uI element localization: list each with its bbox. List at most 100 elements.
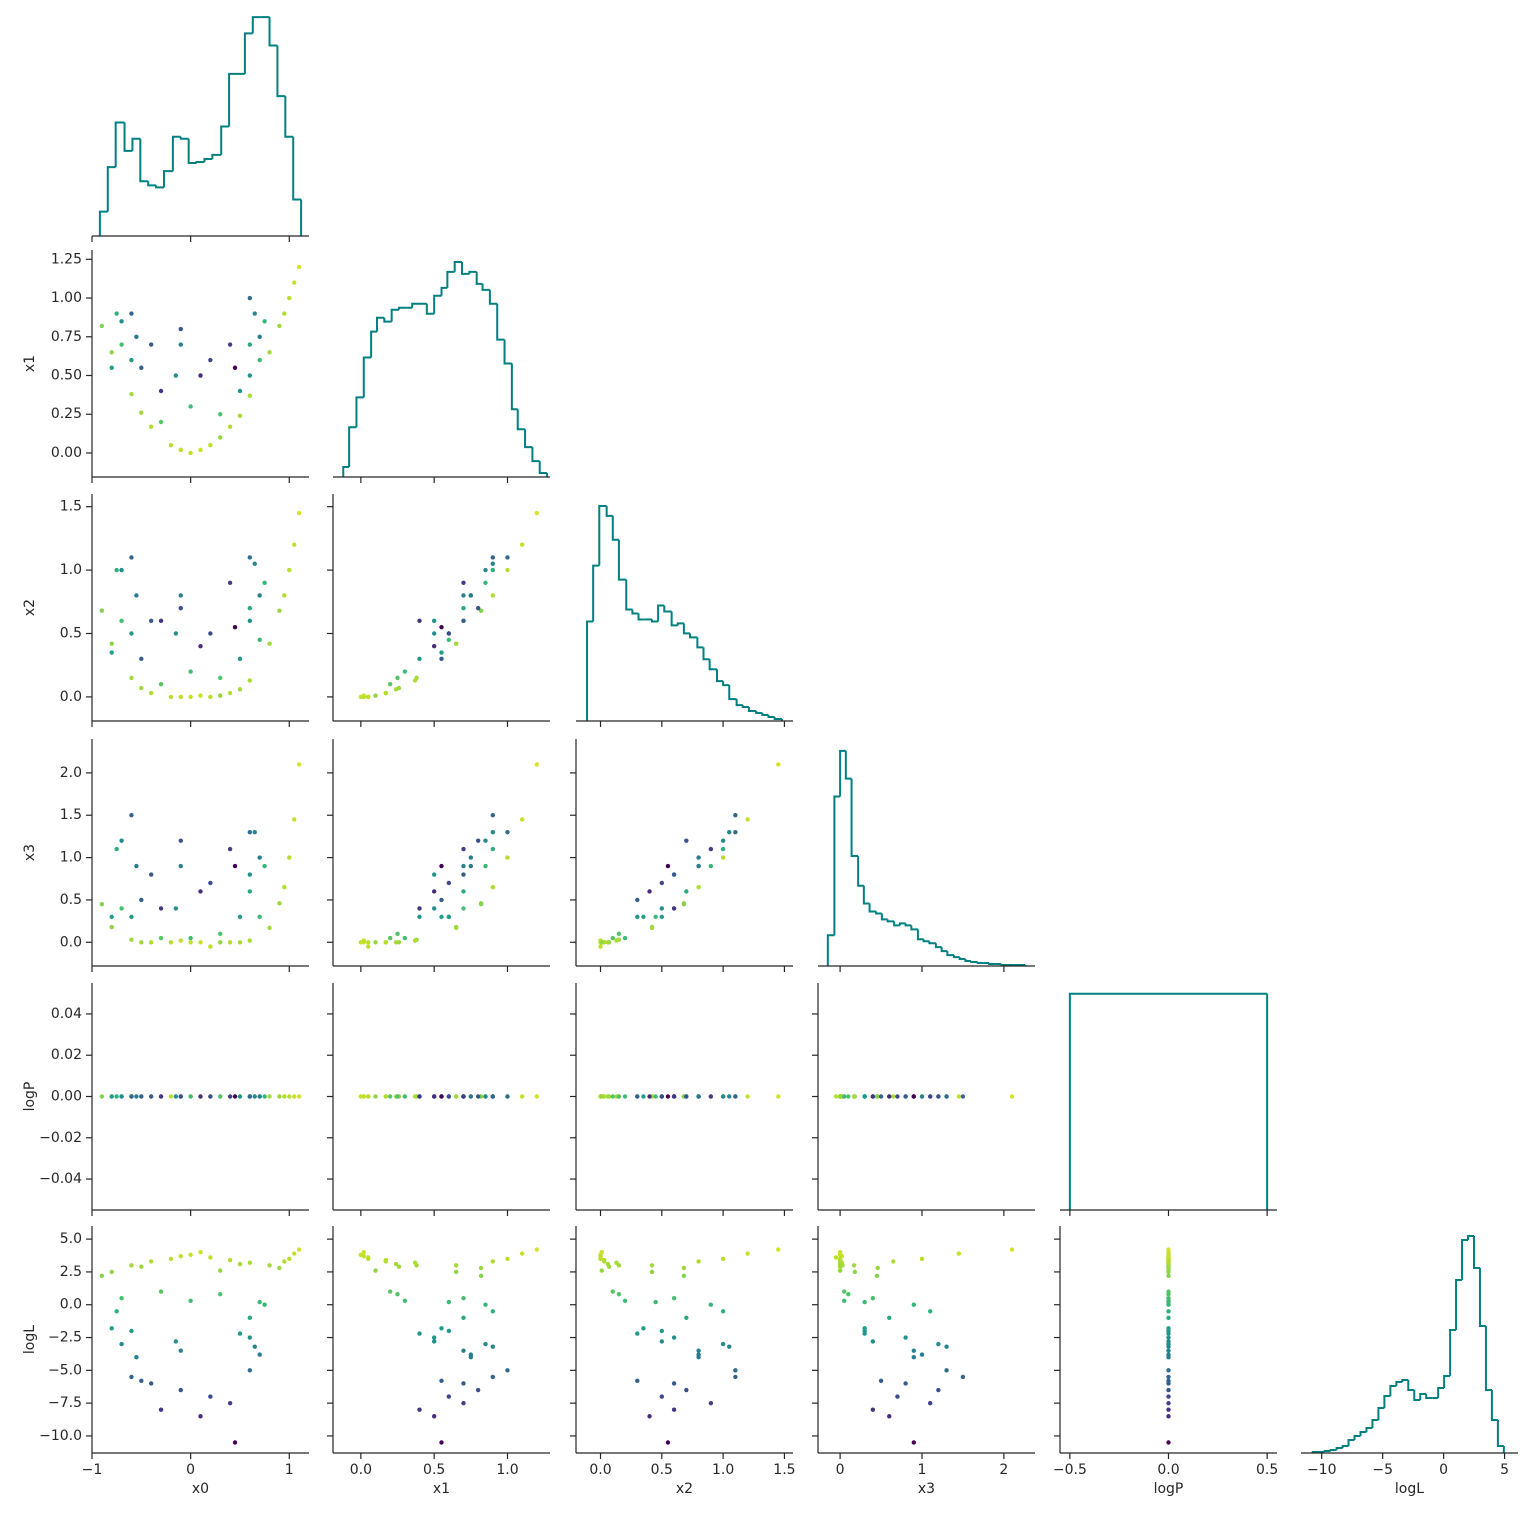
scatter-point [453, 641, 459, 646]
scatter-point [134, 334, 139, 339]
scatter-point [534, 1094, 540, 1099]
hist-bin [682, 623, 691, 635]
y-tick-label: 0.00 [51, 445, 82, 461]
hist-bin [276, 45, 286, 98]
hist-bin [970, 961, 978, 964]
scatter-point [696, 863, 701, 869]
scatter-point [461, 593, 466, 598]
scatter-point [733, 1094, 738, 1099]
scatter-point [659, 1339, 665, 1344]
scatter-point [119, 342, 124, 347]
scatter-point [659, 1394, 665, 1399]
scatter-point [461, 1094, 466, 1099]
scatter-point [439, 650, 444, 655]
scatter-point [365, 694, 371, 700]
hist-bin [868, 903, 877, 913]
x-tick-label: 0.0 [589, 1462, 611, 1478]
scatter-point [599, 1268, 604, 1273]
scatter-point [208, 443, 213, 448]
hist-bin [952, 955, 960, 959]
scatter-point [708, 1400, 714, 1406]
scatter-point [862, 1326, 867, 1331]
scatter-point [733, 829, 738, 835]
scatter-point [158, 1407, 164, 1412]
scatter-point [296, 1247, 302, 1252]
hist-bin [1401, 1379, 1409, 1382]
scatter-point [178, 1348, 183, 1353]
scatter-point [365, 1094, 371, 1099]
scatter-point [534, 762, 540, 767]
scatter-point [874, 1273, 880, 1279]
hist-bin [496, 303, 505, 341]
scatter-point [129, 357, 134, 363]
x-tick-label: −0.5 [1053, 1462, 1087, 1478]
hist-bin [1395, 1381, 1403, 1386]
scatter-point [911, 1302, 917, 1307]
scatter-point [218, 435, 223, 440]
scatter-point [505, 567, 510, 573]
scatter-point [257, 1299, 262, 1305]
scatter-point [519, 817, 525, 822]
scatter-point [1166, 1251, 1171, 1256]
scatter-point [129, 1263, 134, 1268]
hist-bin [531, 447, 540, 463]
scatter-point [431, 1335, 437, 1340]
hist-bin [461, 261, 470, 275]
scatter-point [870, 1339, 876, 1344]
scatter-point [468, 855, 474, 860]
scatter-point [431, 1414, 437, 1419]
scatter-point [696, 1094, 701, 1099]
scatter-point [218, 1094, 223, 1099]
scatter-point [490, 1309, 496, 1314]
x-axis-label: x1 [433, 1481, 450, 1497]
scatter-point [148, 424, 154, 429]
hist-bin [1467, 1235, 1474, 1240]
scatter-point [247, 393, 253, 398]
x-axis-label: x3 [918, 1481, 935, 1497]
scatter-point [292, 1094, 297, 1099]
scatter-point [478, 608, 484, 613]
scatter-point [919, 1352, 925, 1357]
scatter-point [1166, 1378, 1171, 1384]
scatter-point [208, 1094, 213, 1099]
hist-bin [383, 317, 392, 323]
scatter-point [461, 618, 466, 624]
scatter-point [139, 1264, 144, 1269]
scatter-point [227, 1400, 233, 1406]
scatter-point [614, 938, 619, 943]
hist-bin [171, 135, 181, 172]
scatter-point [647, 889, 652, 894]
scatter-point [417, 1407, 422, 1412]
scatter-point [1166, 1326, 1171, 1331]
y-tick-label: −7.5 [48, 1395, 82, 1411]
scatter-point [439, 1378, 444, 1384]
scatter-point [475, 1387, 481, 1393]
y-axis-label: x3 [22, 844, 38, 861]
scatter-point [616, 931, 622, 937]
scatter-point [446, 1094, 452, 1099]
scatter-point [109, 914, 114, 920]
hist-bin [722, 681, 730, 687]
scatter-point [461, 580, 466, 585]
scatter-point [610, 1094, 615, 1099]
scatter-point [475, 1094, 481, 1099]
scatter-point [641, 914, 646, 920]
hist-bin [1323, 1450, 1331, 1452]
scatter-point [208, 1255, 213, 1260]
scatter-point [505, 1094, 510, 1099]
x-tick-label: 0.0 [350, 1462, 372, 1478]
hist-bin [1341, 1445, 1349, 1448]
scatter-point [383, 1094, 388, 1099]
scatter-point [927, 1400, 933, 1406]
hist-bin [123, 122, 133, 152]
scatter-point [198, 373, 203, 378]
scatter-point [139, 940, 144, 945]
scatter-point [227, 940, 233, 945]
scatter-point [696, 1348, 701, 1353]
scatter-point [237, 656, 243, 662]
y-tick-label: −10.0 [39, 1428, 82, 1444]
scatter-point [641, 1094, 646, 1099]
scatter-point [1166, 1348, 1171, 1353]
scatter-point [387, 935, 393, 941]
scatter-point [417, 914, 422, 920]
